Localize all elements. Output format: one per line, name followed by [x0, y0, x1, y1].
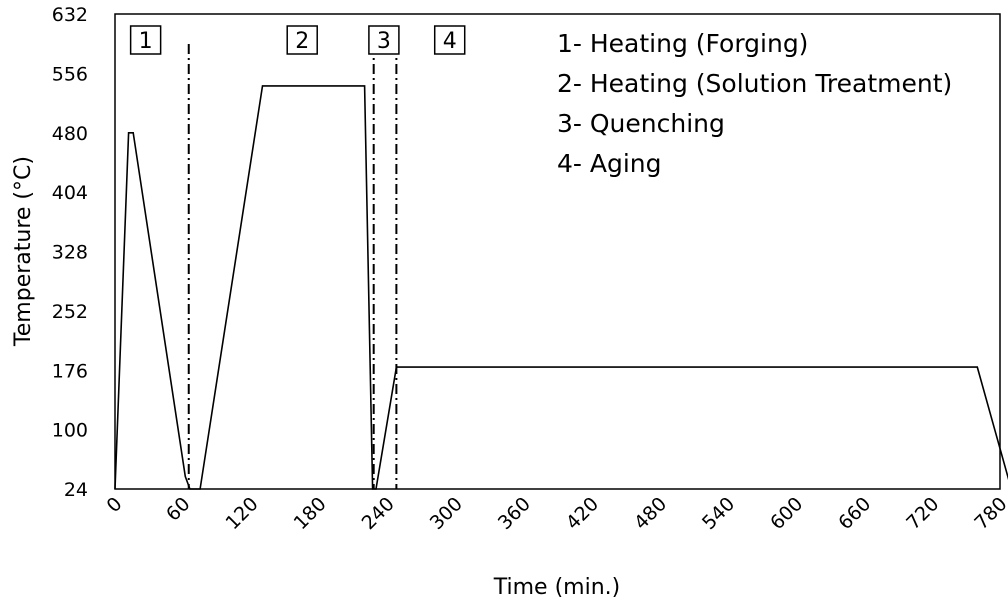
x-tick-label: 540 [698, 493, 739, 534]
y-tick-label: 176 [52, 360, 88, 382]
x-tick-label: 240 [358, 493, 399, 534]
y-tick-label: 480 [52, 123, 88, 145]
phase-dividers [187, 44, 398, 489]
x-axis-label: Time (min.) [493, 575, 620, 600]
x-tick-labels: 0 60 120 180 240 300 360 420 480 540 600 660 720 780 [102, 493, 1008, 534]
x-tick-label: 300 [426, 493, 467, 534]
phase-labels: 1 2 3 4 [129, 25, 466, 55]
phase-label: 4 [443, 29, 457, 54]
legend-entry: 3- Quenching [557, 109, 725, 138]
y-tick-labels: 24 100 176 252 328 404 480 556 632 [52, 4, 88, 501]
x-tick-label: 720 [902, 493, 943, 534]
legend-entry: 4- Aging [557, 149, 662, 178]
x-tick-label: 480 [630, 493, 671, 534]
y-tick-label: 328 [52, 242, 88, 264]
phase-label-box [368, 25, 400, 55]
x-tick-label: 420 [562, 493, 603, 534]
y-axis-label: Temperature (°C) [11, 156, 36, 347]
y-tick-label: 24 [64, 479, 88, 501]
phase-label: 2 [295, 29, 309, 54]
y-tick-label: 100 [52, 420, 88, 442]
phase-label-box [433, 25, 466, 55]
phase-label-box [129, 25, 162, 55]
x-tick-label: 660 [834, 493, 875, 534]
temperature-series-line [114, 85, 1008, 490]
legend-entry: 1- Heating (Forging) [557, 29, 808, 58]
x-tick-label: 180 [290, 493, 331, 534]
phase-label: 3 [377, 29, 391, 54]
legend: 1- Heating (Forging) 2- Heating (Solution… [557, 29, 952, 178]
y-tick-label: 252 [52, 301, 88, 323]
phase-label-box [286, 25, 318, 55]
plot-frame [114, 13, 1001, 490]
legend-entry: 2- Heating (Solution Treatment) [557, 69, 952, 98]
x-tick-label: 60 [162, 493, 195, 526]
x-tick-label: 360 [494, 493, 535, 534]
y-tick-label: 556 [52, 63, 88, 85]
series-group [114, 85, 1008, 490]
phase-label: 1 [139, 29, 153, 54]
x-tick-label: 780 [970, 493, 1008, 534]
y-tick-label: 632 [52, 4, 88, 26]
x-tick-label: 600 [766, 493, 807, 534]
x-tick-label: 120 [221, 493, 262, 534]
y-tick-label: 404 [52, 182, 88, 204]
x-tick-label: 0 [102, 493, 126, 517]
